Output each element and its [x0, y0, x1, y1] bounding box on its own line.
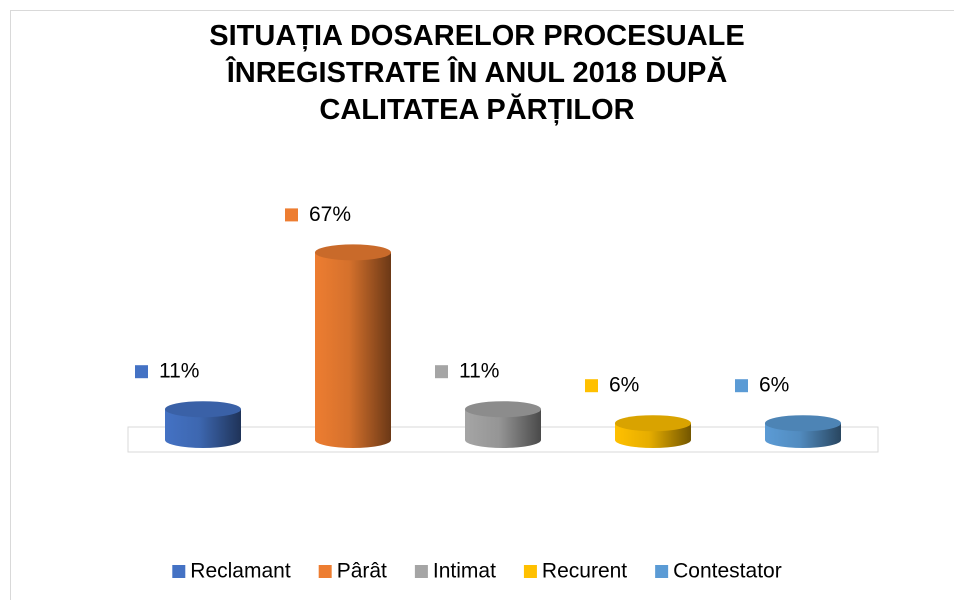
- cylinder-body: [165, 409, 241, 448]
- value-label: 67%: [309, 203, 351, 226]
- value-label: 6%: [759, 374, 789, 397]
- value-label-marker: [285, 208, 298, 222]
- legend-marker: [655, 565, 669, 578]
- legend-label: Reclamant: [190, 560, 291, 583]
- cylinder-top: [465, 401, 541, 418]
- legend-label: Intimat: [433, 560, 496, 583]
- cylinder-top: [765, 415, 841, 432]
- value-label: 11%: [459, 360, 499, 383]
- cylinder-body: [465, 409, 541, 448]
- legend-marker: [523, 565, 537, 578]
- cylinder-top: [315, 244, 391, 261]
- legend-marker: [318, 565, 332, 578]
- legend-label: Contestator: [673, 560, 782, 583]
- value-label-marker: [435, 365, 448, 379]
- cylinder-top: [615, 415, 691, 432]
- cylinder-top: [165, 401, 241, 418]
- legend-label: Pârât: [337, 560, 387, 583]
- value-label: 6%: [609, 374, 639, 397]
- value-label-marker: [585, 379, 598, 393]
- cylinder-body: [315, 252, 391, 448]
- value-label-marker: [735, 379, 748, 393]
- chart-title: SITUAȚIA DOSARELOR PROCESUALE ÎNREGISTRA…: [209, 20, 745, 126]
- legend-marker: [414, 565, 428, 578]
- chart-border: [10, 10, 954, 600]
- legend-marker: [172, 565, 186, 578]
- legend-label: Recurent: [542, 560, 627, 583]
- value-label-marker: [135, 365, 148, 379]
- value-label: 11%: [159, 360, 199, 383]
